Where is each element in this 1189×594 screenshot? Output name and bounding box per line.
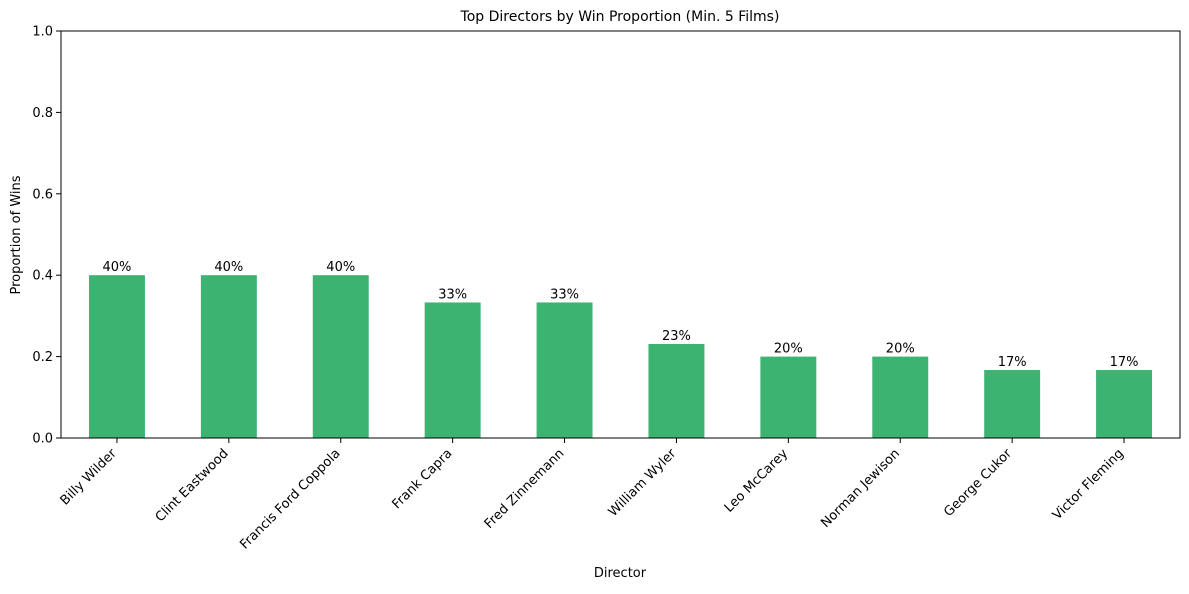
y-tick-label: 0.8 xyxy=(32,106,53,121)
y-axis: 0.0 0.2 0.4 0.6 0.8 1.0 xyxy=(32,25,61,447)
x-axis: Billy Wilder Clint Eastwood Francis Ford C… xyxy=(58,438,1127,552)
x-tick-label: Frank Capra xyxy=(389,446,455,512)
x-tick-label: William Wyler xyxy=(606,446,680,520)
x-tick-label: Norman Jewison xyxy=(818,446,903,531)
data-labels-layer: 40% 40% 40% 33% 33% 23% 20% 20% 17% 17% xyxy=(102,260,1138,370)
bars-layer xyxy=(88,275,1153,438)
bar xyxy=(872,356,929,438)
x-tick-label: Leo McCarey xyxy=(722,446,792,516)
bar-data-label: 20% xyxy=(774,342,803,357)
x-tick-label: George Cukor xyxy=(941,446,1015,520)
plot-frame xyxy=(60,30,1181,439)
bar xyxy=(200,275,257,438)
bar xyxy=(536,302,593,438)
bar-data-label: 23% xyxy=(662,329,691,344)
bar-data-label: 33% xyxy=(438,287,467,302)
y-tick-label: 0.0 xyxy=(32,432,53,447)
x-tick-label: Billy Wilder xyxy=(58,446,121,509)
bar-data-label: 17% xyxy=(1110,355,1139,370)
bar-data-label: 40% xyxy=(102,260,131,275)
y-tick-label: 1.0 xyxy=(32,25,53,40)
bar xyxy=(648,343,705,438)
chart-title: Top Directors by Win Proportion (Min. 5 … xyxy=(460,9,780,25)
bar xyxy=(424,302,481,438)
bar xyxy=(984,370,1041,438)
x-tick-label: Fred Zinnemann xyxy=(482,446,568,532)
x-tick-label: Clint Eastwood xyxy=(153,446,232,525)
x-tick-label: Victor Fleming xyxy=(1050,446,1127,523)
bar-data-label: 17% xyxy=(998,355,1027,370)
bar xyxy=(760,356,817,438)
bar-data-label: 40% xyxy=(326,260,355,275)
x-axis-label: Director xyxy=(594,566,647,581)
y-tick-label: 0.4 xyxy=(32,269,53,284)
y-tick-label: 0.2 xyxy=(32,350,53,365)
bar xyxy=(88,275,145,438)
bar xyxy=(1096,370,1153,438)
bar xyxy=(312,275,369,438)
bar-data-label: 20% xyxy=(886,342,915,357)
x-tick-label: Francis Ford Coppola xyxy=(237,446,343,552)
y-tick-label: 0.6 xyxy=(32,187,53,202)
bar-data-label: 40% xyxy=(214,260,243,275)
y-axis-label: Proportion of Wins xyxy=(9,175,24,294)
bar-data-label: 33% xyxy=(550,287,579,302)
